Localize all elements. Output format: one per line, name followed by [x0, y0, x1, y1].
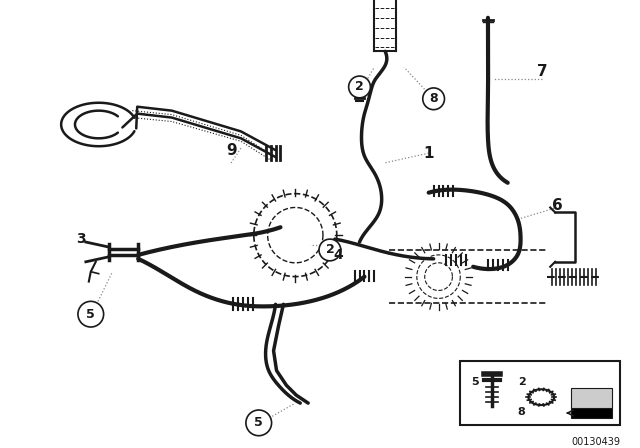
Circle shape — [423, 88, 445, 110]
Polygon shape — [571, 408, 612, 418]
Text: 5: 5 — [471, 377, 479, 388]
Text: 00130439: 00130439 — [572, 437, 620, 447]
Text: 3: 3 — [76, 232, 86, 246]
Text: 2: 2 — [518, 377, 525, 388]
Text: 8: 8 — [429, 92, 438, 105]
Text: 5: 5 — [86, 308, 95, 321]
Text: 6: 6 — [552, 198, 563, 213]
Text: 8: 8 — [518, 407, 525, 417]
Polygon shape — [571, 388, 612, 408]
Text: 7: 7 — [537, 64, 548, 79]
Circle shape — [246, 410, 271, 436]
Circle shape — [349, 76, 371, 98]
Text: 4: 4 — [333, 248, 342, 262]
Text: 5: 5 — [254, 416, 263, 429]
Circle shape — [319, 239, 340, 261]
Text: 2: 2 — [355, 81, 364, 94]
Text: 2: 2 — [326, 243, 334, 256]
Circle shape — [78, 302, 104, 327]
Text: 9: 9 — [226, 142, 236, 158]
Text: 1: 1 — [424, 146, 434, 161]
Bar — [460, 361, 620, 425]
